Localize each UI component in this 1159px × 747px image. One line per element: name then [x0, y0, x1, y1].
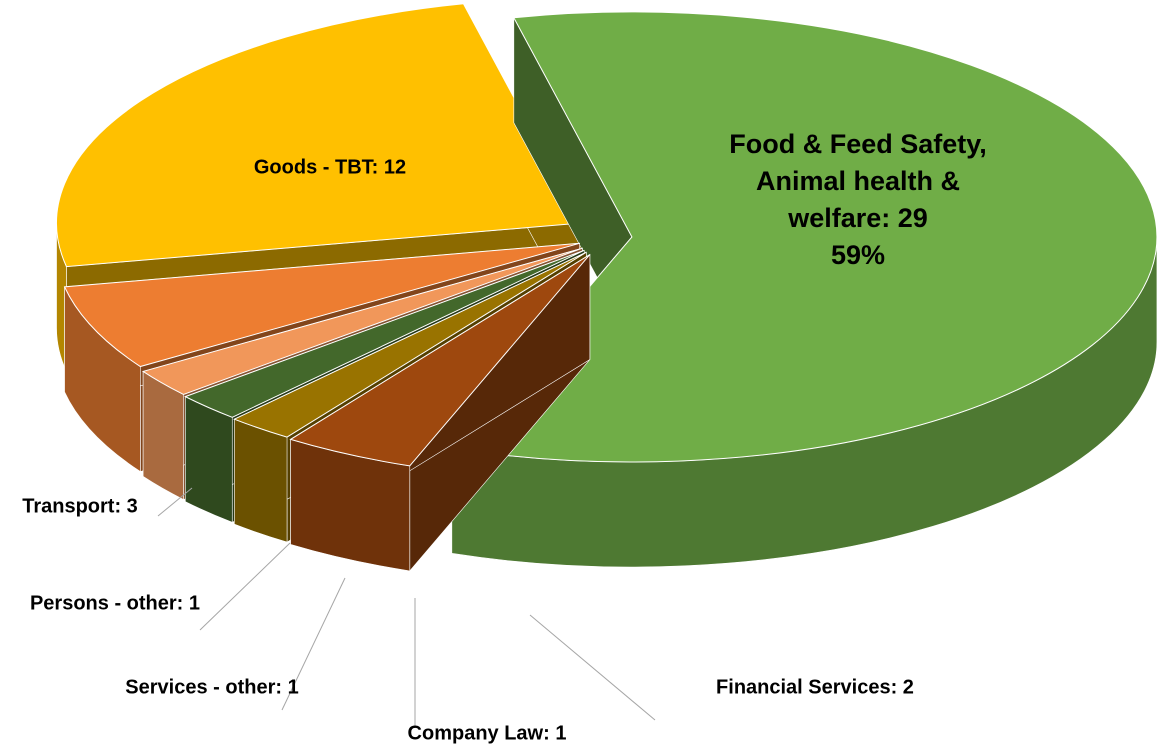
leader-line	[157, 487, 193, 517]
slice	[233, 251, 587, 438]
data-label: Goods - TBT: 12	[254, 156, 406, 178]
data-label: Transport: 3	[22, 495, 138, 517]
slice	[289, 254, 591, 467]
leader-line	[199, 542, 291, 631]
data-label: welfare: 29	[787, 203, 928, 233]
data-label: Financial Services: 2	[716, 676, 914, 698]
data-label: Company Law: 1	[408, 722, 567, 744]
data-label: 59%	[831, 240, 885, 270]
slice	[63, 242, 580, 368]
slice	[56, 3, 583, 268]
slice	[184, 249, 585, 418]
data-label: Persons - other: 1	[30, 592, 200, 614]
slice	[450, 11, 1158, 463]
data-label: Services - other: 1	[125, 676, 298, 698]
leader-line	[281, 577, 346, 711]
leader-line	[529, 614, 656, 721]
slice	[141, 247, 583, 396]
data-label: Animal health &	[756, 166, 960, 196]
slice-side	[234, 418, 288, 543]
slice-side	[185, 396, 233, 523]
data-label: Food & Feed Safety,	[729, 129, 987, 159]
